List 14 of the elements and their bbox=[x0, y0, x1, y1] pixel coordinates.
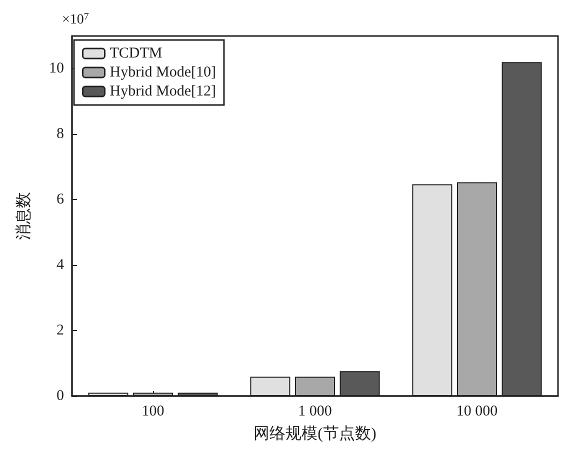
y-tick-label: 0 bbox=[56, 388, 64, 404]
x-tick-label: 10 000 bbox=[456, 404, 498, 420]
y-tick-label: 2 bbox=[56, 322, 64, 339]
y-axis-title: 消息数 bbox=[14, 192, 32, 240]
legend-label: TCDTM bbox=[110, 46, 162, 62]
x-tick-label: 100 bbox=[142, 404, 164, 420]
y-tick-label: 10 bbox=[49, 60, 64, 77]
x-axis-title: 网络规模(节点数) bbox=[254, 424, 376, 442]
y-tick-label: 4 bbox=[56, 257, 64, 274]
y-tick-label: 6 bbox=[56, 192, 64, 208]
legend-label: Hybrid Mode[12] bbox=[110, 84, 216, 100]
x-tick-label: 1 000 bbox=[298, 404, 332, 420]
y-tick-label: 8 bbox=[56, 126, 64, 142]
legend-label: Hybrid Mode[10] bbox=[110, 64, 216, 80]
